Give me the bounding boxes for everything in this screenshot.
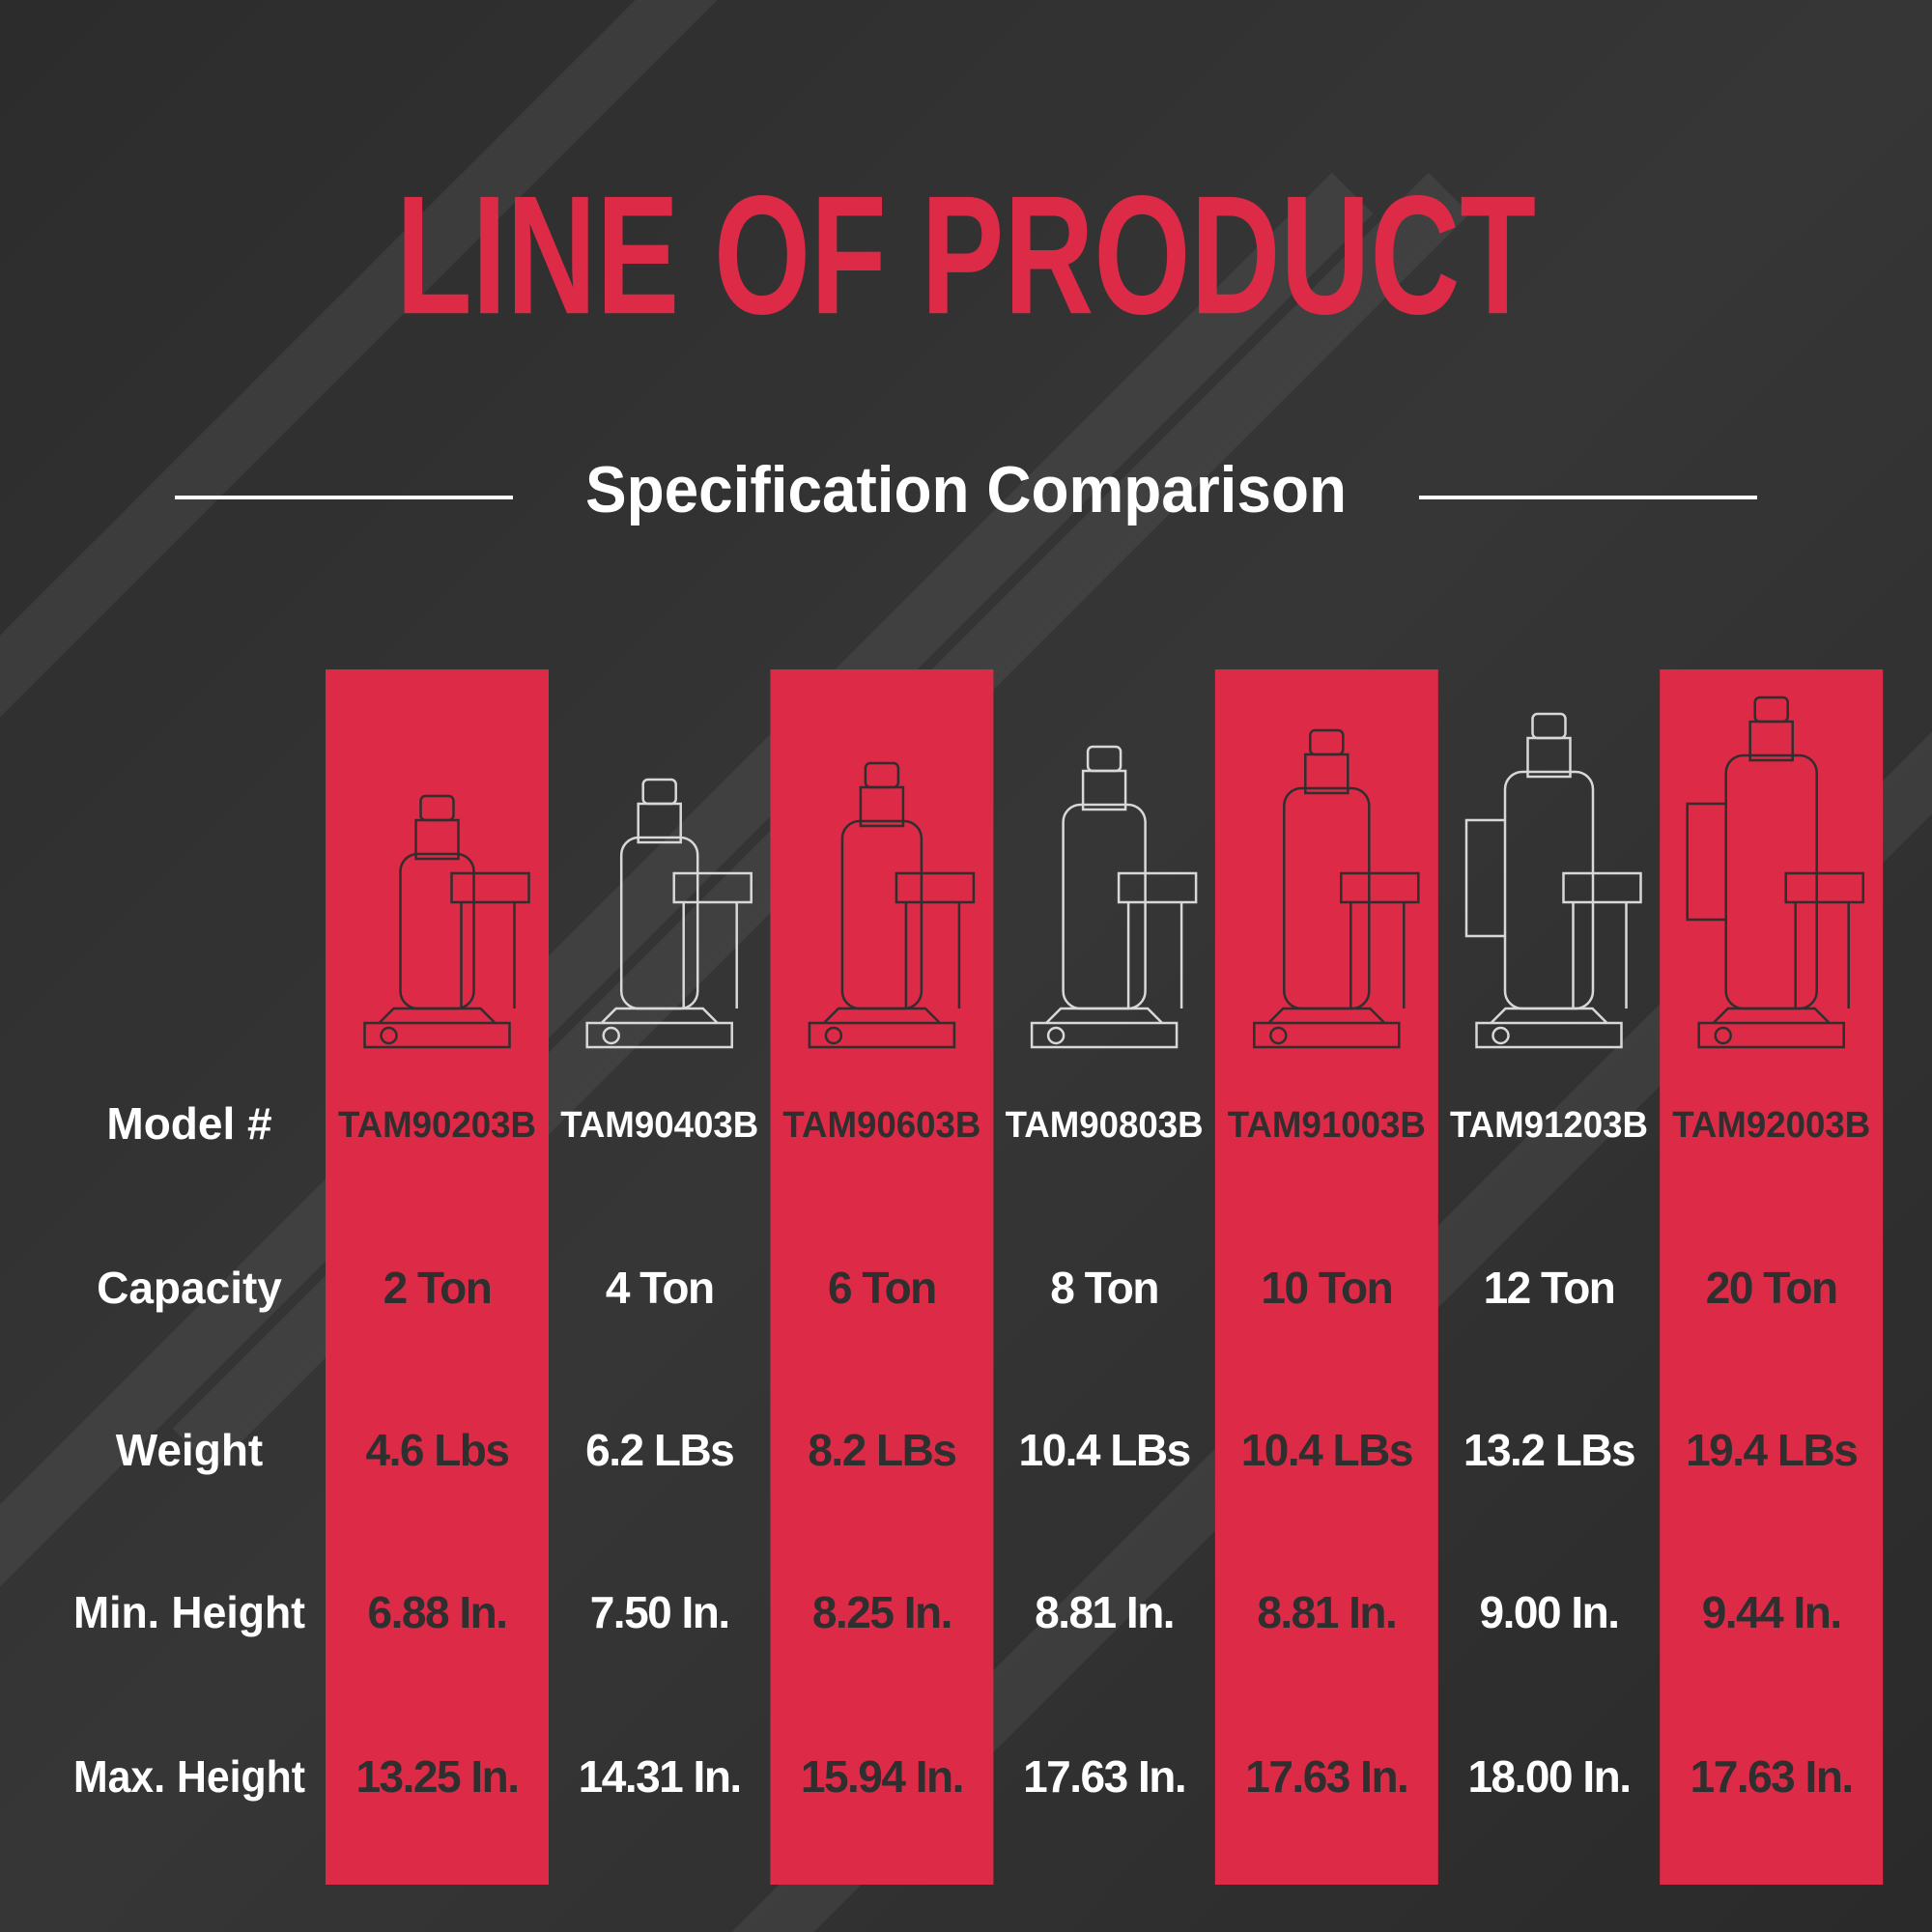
jack-valve <box>1492 1026 1510 1045</box>
cell-value: 15.94 In. <box>801 1751 963 1802</box>
jack-handle <box>1464 818 1505 938</box>
jack-illustration <box>1030 745 1198 1049</box>
jack-illustration <box>808 761 976 1049</box>
spec-table: Model # Capacity Weight Min. Height Max. Hei… <box>73 669 1884 1885</box>
cell-value: 9.44 In. <box>1702 1587 1841 1637</box>
jack-pump <box>1117 871 1198 1009</box>
cell-value: 12 Ton <box>1484 1263 1615 1313</box>
cell-value: TAM91203B <box>1450 1105 1648 1146</box>
cell-value: 13.25 In. <box>355 1751 518 1802</box>
jack-cap <box>419 794 455 822</box>
jack-cap <box>1531 712 1567 740</box>
cell-value: 7.50 In. <box>590 1587 729 1637</box>
cell-value: 19.4 LBs <box>1686 1425 1857 1475</box>
jack-body <box>1283 786 1371 1010</box>
cell-value: 10.4 LBs <box>1018 1425 1189 1475</box>
jack-pump <box>672 871 753 1009</box>
cell-value: 10.4 LBs <box>1241 1425 1412 1475</box>
highlight-column <box>326 669 549 1885</box>
cell-value: 6.2 LBs <box>585 1425 733 1475</box>
jack-cap <box>864 761 900 789</box>
cell-value: 14.31 In. <box>579 1751 741 1802</box>
jack-cap <box>1753 696 1789 724</box>
jack-pump <box>1784 871 1864 1009</box>
cell-value: TAM90803B <box>1006 1105 1204 1146</box>
cell-value: 2 Ton <box>384 1263 492 1313</box>
cell-value: 18.00 In. <box>1467 1751 1630 1802</box>
jack-illustration <box>585 778 753 1049</box>
jack-cap <box>1309 728 1345 756</box>
cell-value: 8.81 In. <box>1035 1587 1174 1637</box>
jack-cap <box>641 778 677 806</box>
cell-value: 13.2 LBs <box>1463 1425 1634 1475</box>
jack-valve <box>380 1026 398 1045</box>
jack-cap <box>1086 745 1122 773</box>
jack-body <box>1503 770 1595 1010</box>
jack-pump <box>1562 871 1642 1009</box>
jack-valve <box>602 1026 620 1045</box>
jack-valve <box>1269 1026 1288 1045</box>
row-label: Capacity <box>97 1263 282 1313</box>
row-label: Min. Height <box>73 1587 305 1637</box>
cell-value: 17.63 In. <box>1023 1751 1185 1802</box>
jack-body <box>1724 753 1818 1010</box>
cell-value: 8 Ton <box>1050 1263 1158 1313</box>
title: LINE OF PRODUCT <box>396 161 1536 350</box>
cell-value: 9.00 In. <box>1480 1587 1619 1637</box>
row-label: Model # <box>106 1098 271 1149</box>
row-label: Max. Height <box>73 1751 305 1802</box>
jack-body <box>399 852 475 1010</box>
jack-illustration <box>1253 728 1420 1049</box>
jack-body <box>840 819 923 1010</box>
cell-value: 6.88 In. <box>368 1587 507 1637</box>
subtitle: Specification Comparison <box>585 453 1347 526</box>
cell-value: 6 Ton <box>828 1263 936 1313</box>
cell-value: TAM90403B <box>560 1105 758 1146</box>
cell-value: TAM90203B <box>338 1105 536 1146</box>
jack-pump <box>450 871 530 1009</box>
jack-handle <box>1686 802 1726 922</box>
jack-body <box>619 836 699 1010</box>
cell-value: 8.25 In. <box>812 1587 952 1637</box>
cell-value: 10 Ton <box>1261 1263 1392 1313</box>
cell-value: TAM92003B <box>1672 1105 1870 1146</box>
jack-pump <box>895 871 976 1009</box>
row-label: Weight <box>116 1425 263 1475</box>
highlight-column <box>1660 669 1884 1885</box>
jack-illustration <box>1464 712 1642 1049</box>
jack-valve <box>1046 1026 1065 1045</box>
cell-value: TAM91003B <box>1228 1105 1426 1146</box>
cell-value: 17.63 In. <box>1245 1751 1407 1802</box>
cell-value: TAM90603B <box>782 1105 980 1146</box>
highlight-column <box>1214 669 1438 1885</box>
cell-value: 20 Ton <box>1706 1263 1837 1313</box>
jack-pump <box>1340 871 1420 1009</box>
cell-value: 17.63 In. <box>1690 1751 1853 1802</box>
highlight-column <box>770 669 994 1885</box>
jack-valve <box>824 1026 843 1045</box>
jack-illustration <box>1686 696 1864 1049</box>
cell-value: 4 Ton <box>606 1263 714 1313</box>
jack-valve <box>1714 1026 1732 1045</box>
jack-body <box>1062 803 1147 1010</box>
cell-value: 8.81 In. <box>1257 1587 1396 1637</box>
cell-value: 4.6 Lbs <box>365 1425 508 1475</box>
jack-illustration <box>363 794 530 1049</box>
cell-value: 8.2 LBs <box>808 1425 955 1475</box>
